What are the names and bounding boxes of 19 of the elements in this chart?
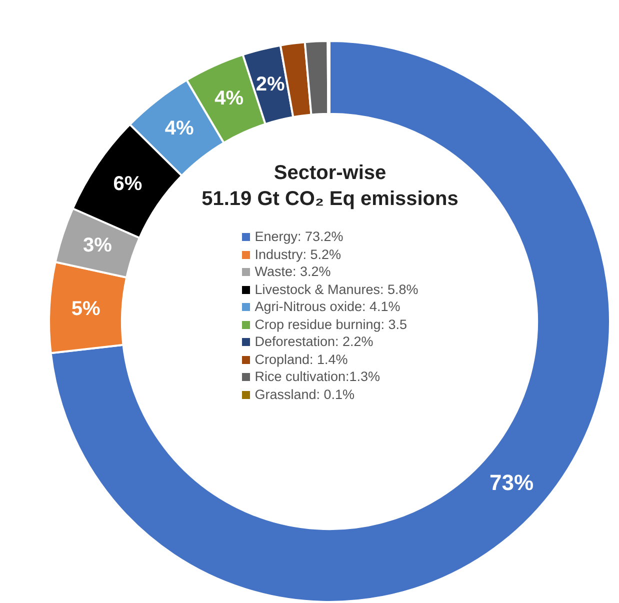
legend-label: Waste: 3.2% bbox=[254, 263, 332, 280]
legend-label: Rice cultivation:1.3% bbox=[254, 368, 382, 386]
legend-label: Industry: 5.2% bbox=[254, 246, 342, 263]
data-label: 5% bbox=[71, 298, 100, 320]
data-label: 2% bbox=[256, 73, 285, 96]
legend-label: Crop residue burning: 3.5 bbox=[254, 316, 408, 333]
legend-label: Agri-Nitrous oxide: 4.1% bbox=[254, 298, 402, 316]
legend-label: Cropland: 1.4% bbox=[254, 350, 349, 368]
data-label: 73% bbox=[490, 470, 534, 496]
text: 51.19 Gt CO₂ Eq emissions bbox=[200, 187, 460, 212]
data-label: 4% bbox=[214, 88, 244, 110]
data-label: 6% bbox=[113, 172, 142, 195]
legend-label: Livestock & Manures: 5.8% bbox=[254, 280, 418, 298]
text: Sector-wise bbox=[272, 161, 388, 186]
data-label: 3% bbox=[82, 234, 112, 257]
data-label: 4% bbox=[164, 118, 194, 140]
legend-label: Grassland: 0.1% bbox=[254, 386, 356, 403]
legend-label: Deforestation: 2.2% bbox=[254, 333, 374, 350]
legend-label: Energy: 73.2% bbox=[254, 228, 344, 246]
